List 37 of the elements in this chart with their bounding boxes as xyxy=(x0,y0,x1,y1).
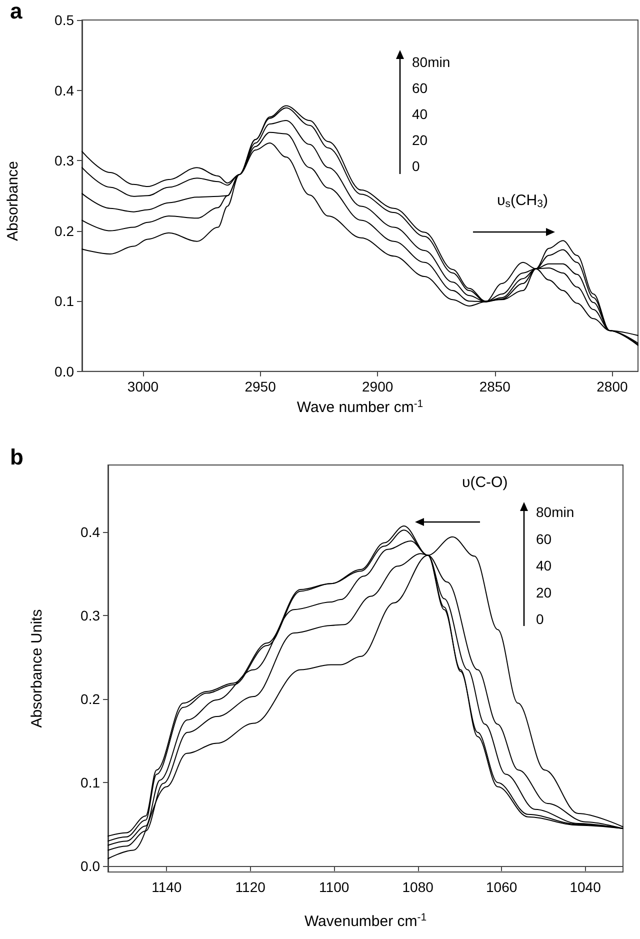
annotation: 60 xyxy=(412,80,428,96)
y-tick-label: 0.2 xyxy=(80,691,100,708)
x-tick-label: 3000 xyxy=(127,378,159,394)
x-tick-label: 2850 xyxy=(479,378,511,394)
y-axis-title: Absorbance xyxy=(4,160,22,242)
annotation: υ(C-O) xyxy=(462,474,508,491)
annotation: 40 xyxy=(536,558,552,574)
x-tick-label: 1080 xyxy=(402,879,434,895)
annotation: 0 xyxy=(412,158,420,174)
annotation: 20 xyxy=(536,584,552,600)
y-tick-label: 0.1 xyxy=(54,293,74,310)
y-tick-label: 0.0 xyxy=(80,858,100,874)
annotation: 80min xyxy=(536,504,574,520)
annotation: 60 xyxy=(536,530,552,547)
y-tick-label: 0.1 xyxy=(80,774,100,791)
annotation: 40 xyxy=(412,106,428,122)
chart-title: b xyxy=(10,444,24,470)
y-tick-label: 0.5 xyxy=(54,12,74,28)
x-tick-label: 2950 xyxy=(244,378,276,394)
y-tick-label: 0.2 xyxy=(54,222,74,239)
x-tick-label: 1040 xyxy=(570,879,602,895)
annotation: 80min xyxy=(412,54,450,70)
chart-title: a xyxy=(10,0,23,24)
y-tick-label: 0.3 xyxy=(54,152,74,169)
y-axis-title: Absorbance Units xyxy=(28,609,46,728)
x-tick-label: 1140 xyxy=(152,879,182,895)
y-tick-label: 0.0 xyxy=(54,363,74,380)
x-tick-label: 1060 xyxy=(486,879,518,895)
x-tick-label: 2800 xyxy=(596,378,628,394)
x-tick-label: 1100 xyxy=(319,879,350,895)
x-tick-label: 2900 xyxy=(362,378,394,394)
annotation: 20 xyxy=(412,132,428,148)
y-tick-label: 0.4 xyxy=(80,524,100,540)
annotation: 0 xyxy=(536,611,544,628)
x-tick-label: 1120 xyxy=(235,879,266,895)
y-tick-label: 0.3 xyxy=(80,607,100,624)
y-tick-label: 0.4 xyxy=(54,82,74,98)
